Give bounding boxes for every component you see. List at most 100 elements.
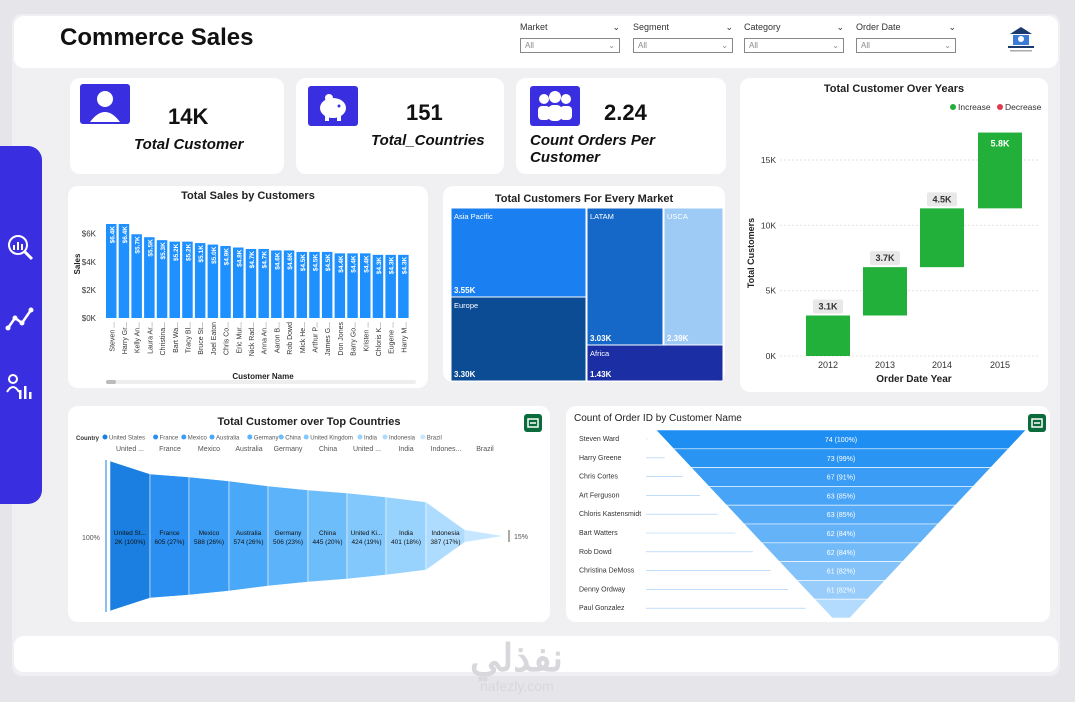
row-value: 73 (99%) xyxy=(827,456,855,463)
filter-label: Order Date xyxy=(856,22,901,32)
x-tick-label: Eugene ... xyxy=(389,322,396,354)
kpi-value: 14K xyxy=(168,104,209,129)
filter-label: Segment xyxy=(633,22,670,32)
years-waterfall-chart: Total Customer Over Years Increase Decreas… xyxy=(746,83,1042,385)
segment-value: 506 (23%) xyxy=(273,539,303,546)
search-analytics-icon[interactable] xyxy=(5,232,35,262)
filter-label: Market xyxy=(520,22,548,32)
x-tick-label: Aaron B... xyxy=(274,322,281,353)
treemap-label: USCA xyxy=(667,212,688,221)
people-analytics-icon[interactable] xyxy=(5,372,35,402)
column-header: United ... xyxy=(353,446,381,453)
x-tick-label: Don Jones xyxy=(338,322,345,356)
chevron-down-icon: ⌄ xyxy=(836,22,844,32)
treemap-cell xyxy=(586,207,664,346)
export-icon[interactable] xyxy=(524,414,542,432)
x-tick-label: Anna An... xyxy=(262,322,269,354)
brand-logo xyxy=(1008,27,1034,52)
filter-market[interactable]: Market ⌄ All ⌄ xyxy=(520,22,620,53)
column-header: Brazil xyxy=(476,446,494,453)
bar xyxy=(283,250,295,318)
legend-marker xyxy=(181,434,187,440)
segment-value: 605 (27%) xyxy=(155,539,185,546)
axis-label: 15% xyxy=(514,534,528,541)
segment-label: United St... xyxy=(114,530,146,537)
export-icon[interactable] xyxy=(1028,414,1046,432)
bar xyxy=(106,224,117,318)
column-header: China xyxy=(319,446,337,453)
legend-label: Decrease xyxy=(1005,102,1042,112)
segment-label: China xyxy=(319,530,336,537)
filter-category[interactable]: Category ⌄ All ⌄ xyxy=(744,22,844,53)
x-tick-label: Christina... xyxy=(160,322,167,356)
x-tick-label: Barry Go... xyxy=(351,322,358,356)
legend-title: Country xyxy=(76,436,100,442)
bar-data-label: $4.8K xyxy=(236,249,243,267)
legend-marker-increase xyxy=(950,104,956,110)
row-value: 62 (84%) xyxy=(827,531,855,538)
x-axis-label: Order Date Year xyxy=(876,374,952,385)
bar xyxy=(360,253,371,318)
kpi-card-orders-per-customer: 2.24 Count Orders Per Customer xyxy=(516,78,726,174)
filter-select[interactable]: All ⌄ xyxy=(856,38,956,53)
data-label-bg xyxy=(870,251,900,266)
x-tick-label: Harry Gr... xyxy=(122,322,129,354)
y-tick-label: 15K xyxy=(761,155,776,165)
treemap-cell xyxy=(450,296,587,382)
row-label: Steven Ward xyxy=(579,436,619,443)
footer-bar xyxy=(14,636,1058,672)
kpi-value: 151 xyxy=(406,100,443,125)
filter-label: Category xyxy=(744,22,781,32)
legend-marker xyxy=(420,434,426,440)
filter-select[interactable]: All ⌄ xyxy=(520,38,620,53)
treemap-label: Africa xyxy=(590,349,610,358)
bar-data-label: $4.4K xyxy=(338,255,345,273)
filter-select[interactable]: All ⌄ xyxy=(744,38,844,53)
bar-data-label: $6.4K xyxy=(122,226,129,244)
row-value: 67 (91%) xyxy=(827,475,855,482)
bar-data-label: $4.9K xyxy=(224,248,231,266)
segment-label: India xyxy=(399,530,413,537)
filter-segment[interactable]: Segment ⌄ All ⌄ xyxy=(633,22,733,53)
segment-value: 401 (18%) xyxy=(391,539,421,546)
x-tick-label: Harry M... xyxy=(401,322,408,353)
legend-label: France xyxy=(160,436,179,442)
data-label-bg xyxy=(813,299,843,314)
treemap-cell xyxy=(586,344,724,382)
legend-marker xyxy=(209,434,215,440)
row-label: Chris Cortes xyxy=(579,474,618,481)
column-header: Australia xyxy=(235,446,262,453)
waterfall-bar xyxy=(920,208,964,268)
bar xyxy=(144,237,155,318)
legend-marker xyxy=(382,434,388,440)
row-label: Art Ferguson xyxy=(579,492,620,499)
data-label-bg xyxy=(927,192,957,207)
kpi-card-total-countries: 151 Total_Countries xyxy=(296,78,504,174)
row-label: Harry Greene xyxy=(579,455,622,462)
filter-select[interactable]: All ⌄ xyxy=(633,38,733,53)
legend-marker xyxy=(278,434,284,440)
bar-data-label: $4.6K xyxy=(287,252,294,270)
bar-data-label: $5.5K xyxy=(147,239,154,257)
line-chart-icon[interactable] xyxy=(5,304,35,334)
segment-value: 387 (17%) xyxy=(431,539,461,546)
bar-data-label: 4.5K xyxy=(932,194,952,204)
segment-label: Germany xyxy=(275,530,302,537)
x-tick-label: Steven ... xyxy=(109,322,116,352)
filter-order-date[interactable]: Order Date ⌄ All ⌄ xyxy=(856,22,956,53)
column-header: United ... xyxy=(116,446,144,453)
x-tick-label: 2013 xyxy=(875,360,895,370)
x-tick-label: Kristen ... xyxy=(363,322,370,352)
legend-marker xyxy=(102,434,108,440)
x-tick-label: Eric Mur... xyxy=(236,322,243,354)
treemap-cell xyxy=(663,207,724,346)
axis-label: 100% xyxy=(82,535,100,542)
legend-label: Australia xyxy=(216,436,240,442)
kpi-label: Count Orders Per Customer xyxy=(530,132,656,166)
treemap-value: 2.39K xyxy=(667,334,689,343)
bar-data-label: $5.0K xyxy=(211,246,218,264)
bar-data-label: $5.2K xyxy=(185,243,192,261)
segment-value: 424 (19%) xyxy=(352,539,382,546)
funnel-segment xyxy=(465,530,502,542)
treemap-cell xyxy=(450,207,587,298)
